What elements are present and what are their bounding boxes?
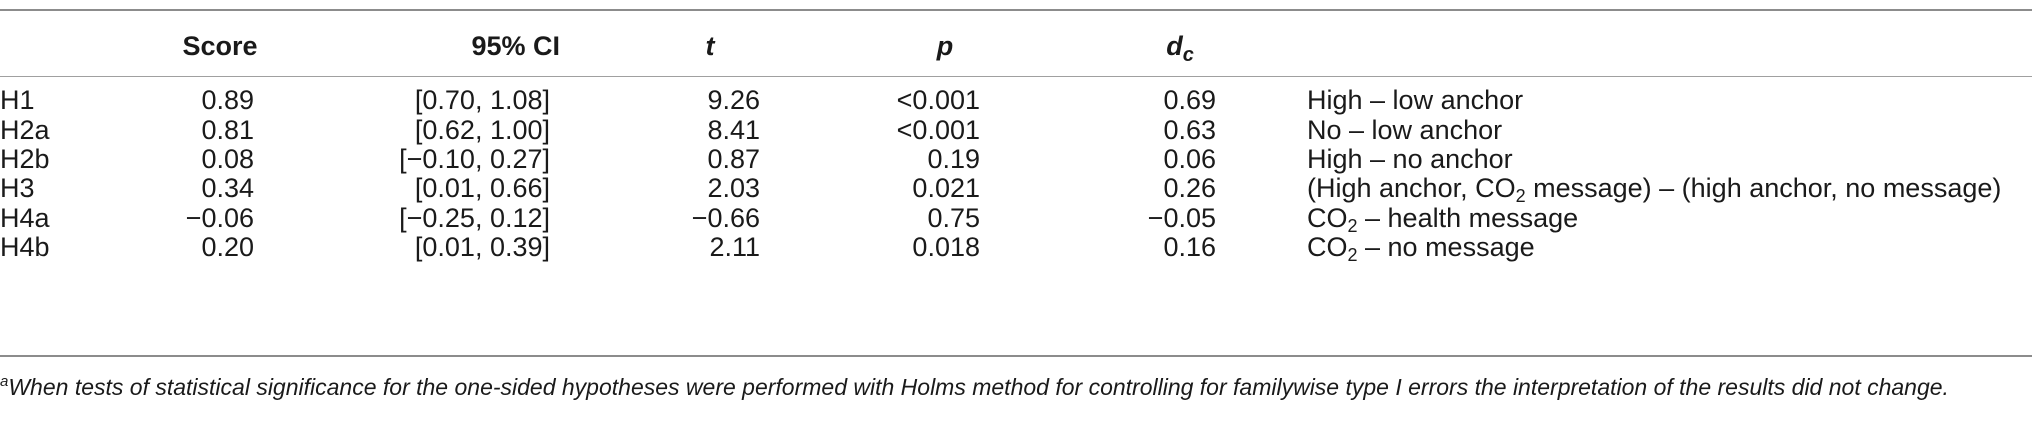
- description-text-continued: – health message: [1357, 203, 1579, 233]
- cell-t: 9.26: [707, 85, 760, 115]
- cell-description: (High anchor, CO2 message) – (high ancho…: [1307, 169, 2027, 207]
- cell-d: −0.05: [1147, 203, 1216, 233]
- header-p: p: [936, 31, 954, 61]
- description-subscript: 2: [1347, 216, 1358, 236]
- table-bottom-rule: [0, 355, 2032, 357]
- cell-ci: [−0.10, 0.27]: [399, 144, 550, 174]
- header-t: t: [705, 31, 715, 61]
- cell-description: CO2 – health message: [1307, 199, 2027, 237]
- cell-description: High – low anchor: [1307, 81, 2027, 119]
- cell-d: 0.26: [1163, 173, 1216, 203]
- cell-description: High – no anchor: [1307, 140, 2027, 178]
- cell-description: No – low anchor: [1307, 111, 2027, 149]
- cell-label: H4b: [0, 232, 50, 262]
- description-text: High – low anchor: [1307, 85, 1524, 115]
- cell-t: −0.66: [691, 203, 760, 233]
- cell-score: 0.20: [201, 232, 254, 262]
- description-text: High – no anchor: [1307, 144, 1513, 174]
- header-d: dc: [1150, 27, 1210, 65]
- cell-t: 2.11: [709, 232, 760, 262]
- cell-label: H1: [0, 85, 35, 115]
- cell-ci: [0.01, 0.66]: [414, 173, 550, 203]
- cell-p: 0.19: [927, 144, 980, 174]
- cell-score: −0.06: [185, 203, 254, 233]
- description-text: CO: [1307, 203, 1348, 233]
- cell-label: H2a: [0, 115, 50, 145]
- description-text: (High anchor, CO: [1307, 173, 1516, 203]
- cell-t: 2.03: [707, 173, 760, 203]
- table-header-rule: [0, 76, 2032, 77]
- cell-ci: [0.01, 0.39]: [414, 232, 550, 262]
- cell-d: 0.06: [1163, 144, 1216, 174]
- cell-score: 0.89: [201, 85, 254, 115]
- cell-p: <0.001: [896, 85, 980, 115]
- cell-score: 0.34: [201, 173, 254, 203]
- cell-p: 0.018: [912, 232, 980, 262]
- footnote-marker: a: [0, 373, 9, 390]
- description-subscript: 2: [1515, 186, 1526, 206]
- header-d-subscript: c: [1182, 44, 1194, 66]
- table-footnote: aWhen tests of statistical significance …: [0, 370, 2030, 405]
- header-d-main: d: [1166, 31, 1183, 61]
- cell-score: 0.81: [201, 115, 254, 145]
- cell-label: H4a: [0, 203, 50, 233]
- table-top-rule: [0, 9, 2032, 11]
- cell-ci: [0.70, 1.08]: [414, 85, 550, 115]
- cell-label: H3: [0, 173, 35, 203]
- cell-t: 8.41: [707, 115, 760, 145]
- description-text-continued: – no message: [1357, 232, 1535, 262]
- footnote-text: When tests of statistical significance f…: [8, 374, 1949, 400]
- cell-p: 0.75: [927, 203, 980, 233]
- cell-d: 0.63: [1163, 115, 1216, 145]
- description-text-continued: message) – (high anchor, no message): [1525, 173, 2002, 203]
- cell-t: 0.87: [707, 144, 760, 174]
- cell-p: <0.001: [896, 115, 980, 145]
- cell-d: 0.16: [1163, 232, 1216, 262]
- cell-p: 0.021: [912, 173, 980, 203]
- cell-label: H2b: [0, 144, 50, 174]
- cell-ci: [0.62, 1.00]: [414, 115, 550, 145]
- description-text: CO: [1307, 232, 1348, 262]
- cell-d: 0.69: [1163, 85, 1216, 115]
- description-subscript: 2: [1347, 245, 1358, 265]
- cell-ci: [−0.25, 0.12]: [399, 203, 550, 233]
- header-score: Score: [182, 31, 258, 61]
- cell-score: 0.08: [201, 144, 254, 174]
- cell-description: CO2 – no message: [1307, 228, 2027, 266]
- header-ci: 95% CI: [471, 31, 560, 61]
- description-text: No – low anchor: [1307, 115, 1503, 145]
